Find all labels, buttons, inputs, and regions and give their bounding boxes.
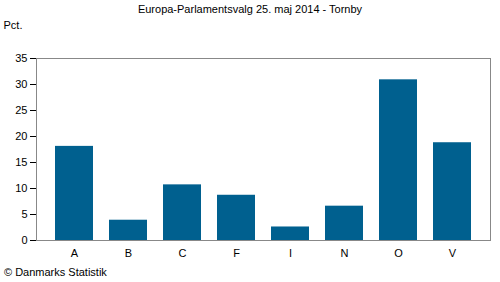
svg-text:C: C [179,247,187,259]
svg-text:20: 20 [15,130,27,142]
svg-text:25: 25 [15,104,27,116]
svg-text:0: 0 [21,234,27,246]
svg-text:V: V [449,247,457,259]
svg-text:5: 5 [21,208,27,220]
svg-text:B: B [125,247,132,259]
svg-text:15: 15 [15,156,27,168]
html-text:Europa-Parlamentsvalg 25. maj: Europa-Parlamentsvalg 25. maj 2014 - Tor… [137,3,363,15]
svg-text:F: F [233,247,240,259]
svg-text:O: O [394,247,403,259]
svg-text:30: 30 [15,78,27,90]
svg-text:I: I [289,247,292,259]
svg-text:N: N [341,247,349,259]
svg-text:10: 10 [15,182,27,194]
svg-text:35: 35 [15,52,27,64]
svg-text:Pct.: Pct. [4,19,23,31]
html-text:© Danmarks Statistik: © Danmarks Statistik [4,266,107,278]
svg-text:A: A [71,247,79,259]
